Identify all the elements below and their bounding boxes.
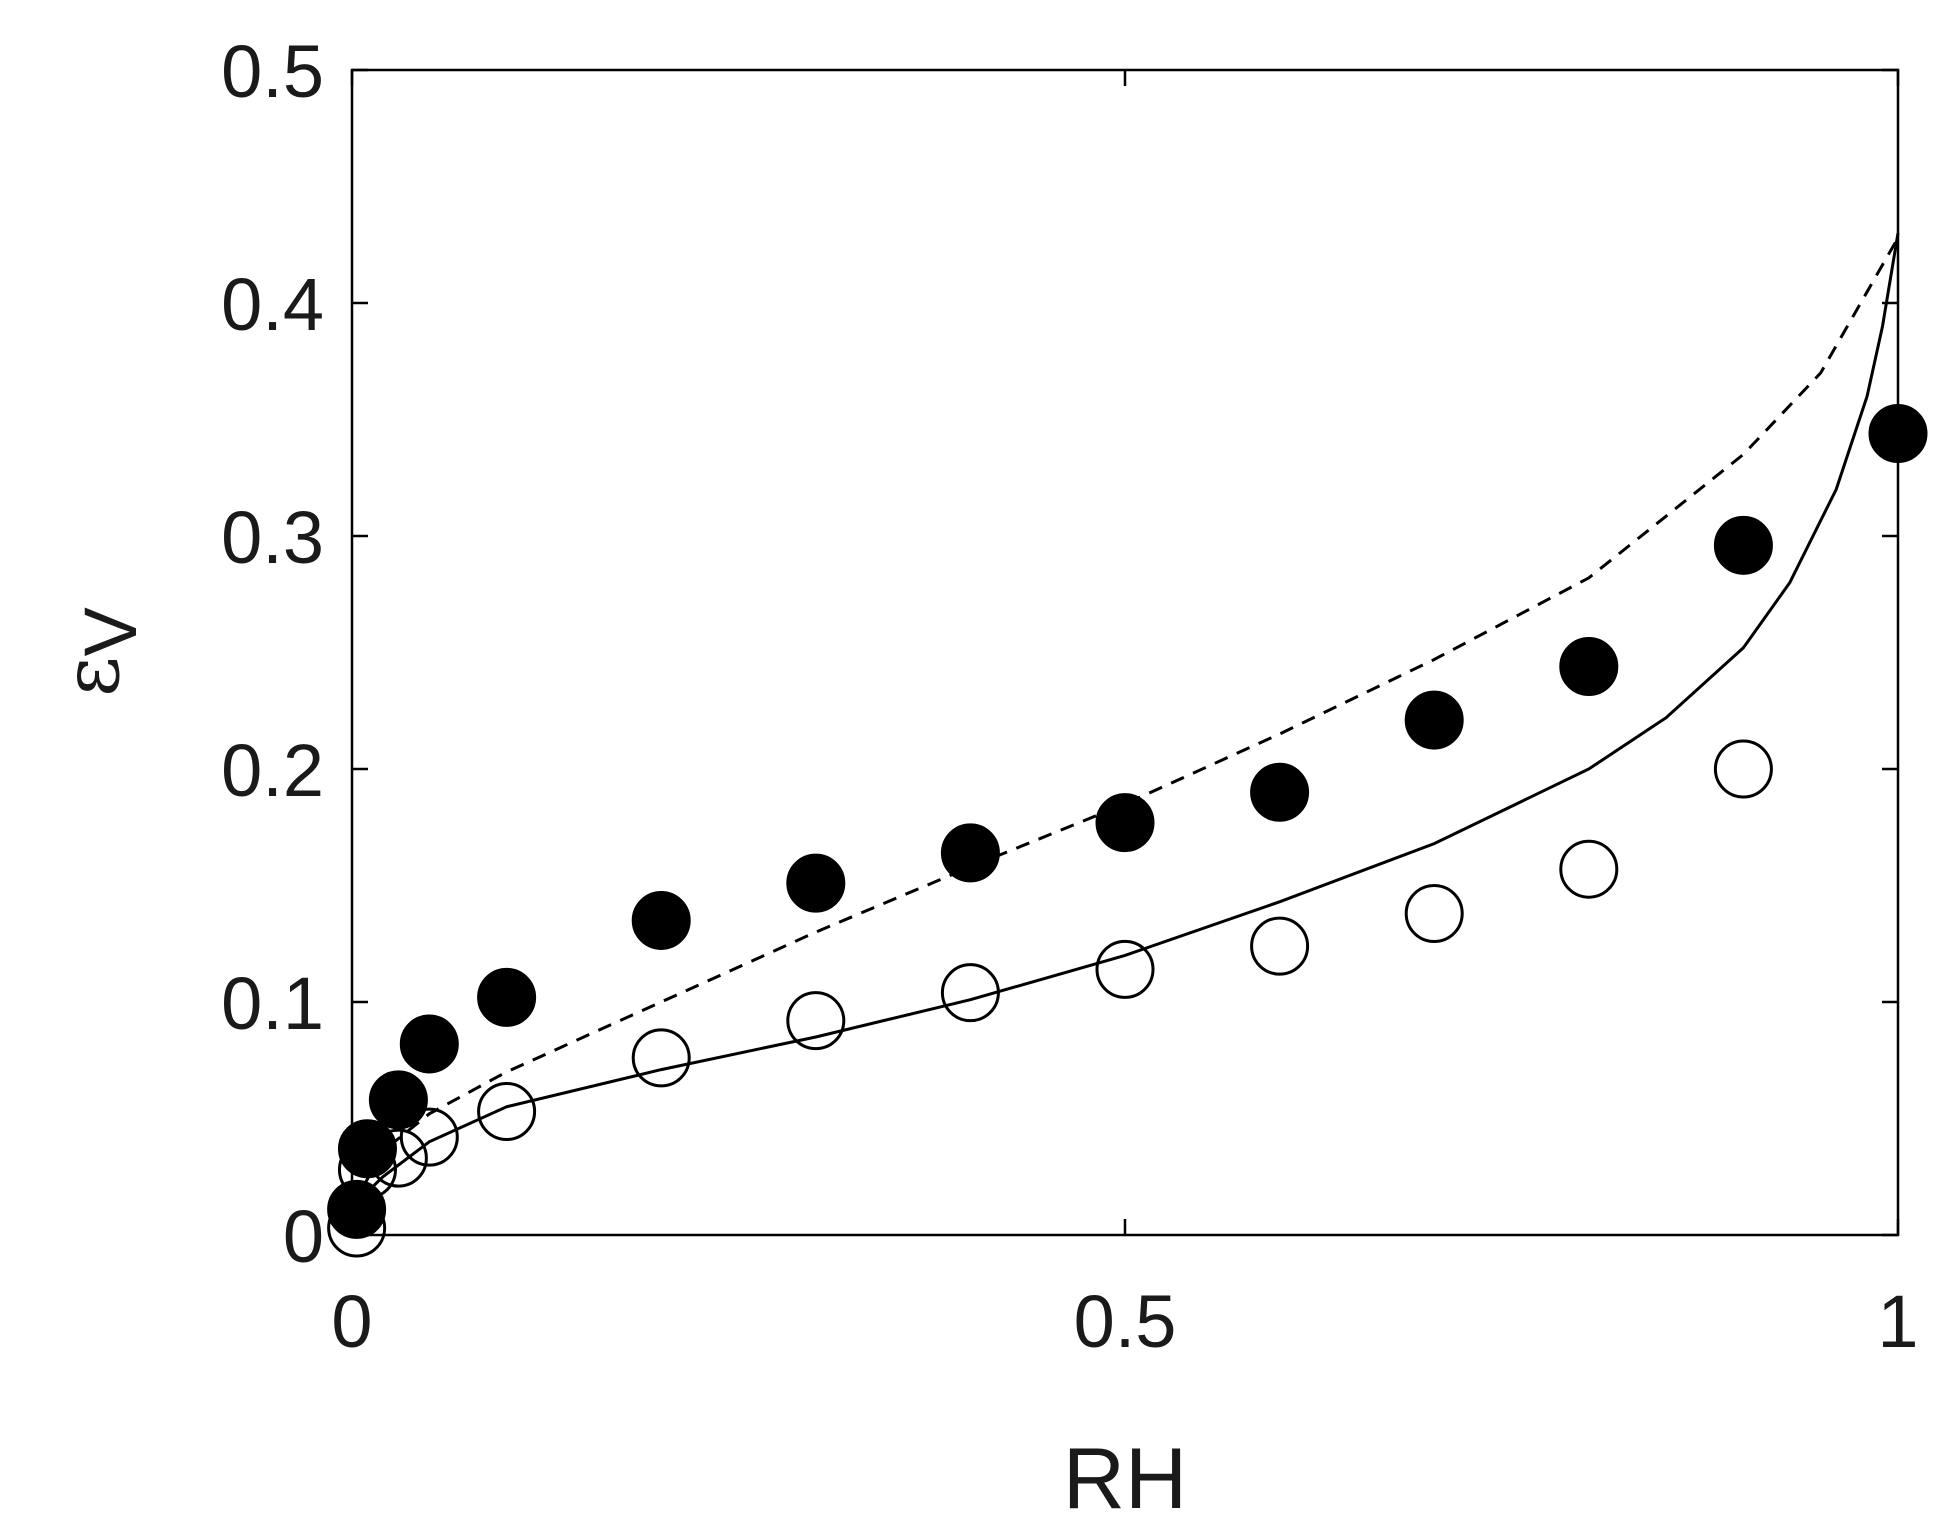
dashed-curve <box>350 237 1900 1208</box>
open-point-11 <box>1559 839 1619 899</box>
y-axis-label-subscript: V <box>69 606 152 656</box>
open-point-2 <box>368 1128 428 1188</box>
filled-point-10 <box>1404 690 1464 750</box>
y-tick-label: 0.3 <box>221 496 324 579</box>
filled-point-6 <box>786 853 846 913</box>
filled-point-13 <box>1868 403 1928 463</box>
open-point-4 <box>477 1082 537 1142</box>
axis-ticks <box>350 68 1900 1237</box>
y-tick-label: 0.4 <box>221 263 324 346</box>
y-tick-label: 0.1 <box>221 962 324 1045</box>
open-point-7 <box>940 963 1000 1023</box>
x-axis-label: RH <box>1063 1431 1187 1527</box>
filled-point-4 <box>477 967 537 1027</box>
open-point-5 <box>631 1028 691 1088</box>
data-markers <box>327 403 1928 1258</box>
x-tick-label: 0 <box>331 1280 372 1363</box>
filled-point-11 <box>1559 636 1619 696</box>
open-point-8 <box>1095 939 1155 999</box>
open-point-6 <box>786 991 846 1051</box>
y-axis-label-symbol: ε <box>47 656 137 696</box>
x-tick-label: 0.5 <box>1074 1280 1177 1363</box>
open-point-10 <box>1404 883 1464 943</box>
y-axis-label: εV <box>47 606 152 696</box>
filled-point-5 <box>631 890 691 950</box>
filled-point-7 <box>940 823 1000 883</box>
tick-labels: 0 0.5 1 0 0.1 0.2 0.3 0.4 0.5 <box>221 30 1918 1363</box>
open-point-9 <box>1250 916 1310 976</box>
y-tick-label: 0 <box>283 1195 324 1278</box>
filled-point-12 <box>1713 515 1773 575</box>
filled-point-8 <box>1095 793 1155 853</box>
filled-point-0 <box>327 1179 387 1239</box>
open-point-3 <box>399 1107 459 1167</box>
filled-point-9 <box>1250 762 1310 822</box>
open-point-12 <box>1713 739 1773 799</box>
svg-text:εV: εV <box>47 606 152 696</box>
open-point-0 <box>327 1198 387 1258</box>
open-point-1 <box>337 1140 397 1200</box>
filled-point-3 <box>399 1014 459 1074</box>
x-tick-label: 1 <box>1877 1280 1918 1363</box>
model-curves <box>350 232 1900 1209</box>
solid-curve <box>350 232 1900 1209</box>
plot-area-frame <box>350 68 1900 1237</box>
y-tick-label: 0.2 <box>221 729 324 812</box>
y-tick-label: 0.5 <box>221 30 324 113</box>
